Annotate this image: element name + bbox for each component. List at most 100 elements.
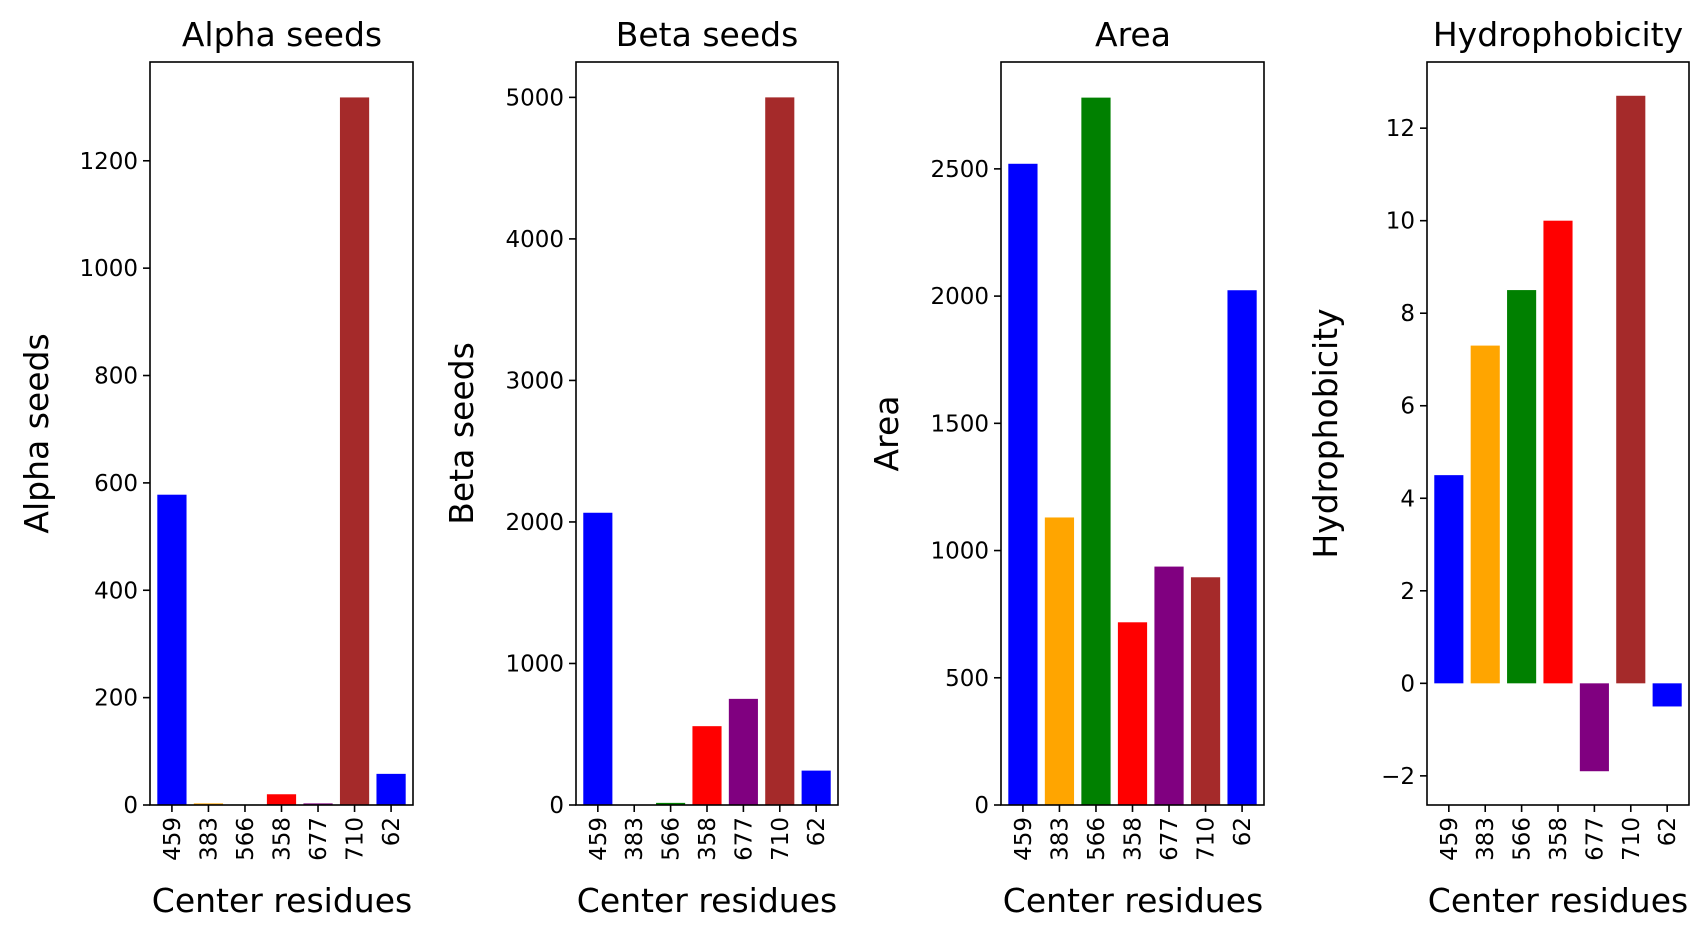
y-tick-label: 1000	[505, 651, 564, 677]
x-tick-label: 383	[1473, 817, 1499, 861]
bar-62	[801, 770, 831, 805]
x-tick-label: 459	[160, 817, 186, 861]
x-tick-label: 566	[659, 817, 685, 861]
bar-677	[303, 803, 333, 805]
panel-4: −2 0 2 4 6 8 10 12 459 383 566 358 677 710 62 Hydrophob…	[1306, 15, 1690, 920]
y-tick-label: 1000	[930, 539, 989, 565]
bar-677	[728, 698, 758, 805]
x-tick-label: 62	[1230, 817, 1256, 846]
x-tick-label: 459	[1437, 817, 1463, 861]
y-tick-label: 4	[1400, 486, 1415, 512]
bar-358	[266, 794, 297, 805]
y-tick-label: 2500	[930, 157, 989, 183]
bar-566	[1081, 97, 1111, 806]
y-axis-label: Hydrophobicity	[1306, 308, 1345, 558]
bar-459	[1434, 475, 1464, 684]
y-tick-label: 6	[1400, 394, 1415, 420]
bar-358	[1117, 622, 1148, 805]
y-tick-label: 2000	[930, 284, 989, 310]
y-tick-label: 500	[945, 666, 989, 692]
bar-383	[1470, 345, 1500, 684]
y-tick-label: 4000	[505, 227, 564, 253]
y-tick-label: 400	[94, 578, 138, 604]
y-tick-label: 200	[94, 686, 138, 712]
x-tick-label: 459	[1011, 817, 1037, 861]
panel-title: Area	[1095, 15, 1171, 54]
bar-383	[193, 803, 224, 805]
x-tick-label: 710	[768, 817, 794, 861]
x-tick-label: 566	[233, 817, 259, 861]
bar-62	[1652, 683, 1682, 707]
bar-710	[1190, 577, 1221, 805]
bar-710	[1616, 95, 1646, 684]
axes-frame	[575, 61, 839, 806]
panel-title: Hydrophobicity	[1433, 15, 1683, 54]
bar-383	[1044, 517, 1075, 805]
bar-710	[339, 97, 370, 806]
y-tick-label: 0	[974, 793, 989, 819]
y-tick-label: 600	[94, 471, 138, 497]
x-tick-label: 677	[1157, 817, 1183, 861]
y-tick-label: −2	[1381, 764, 1415, 790]
bar-62	[1227, 290, 1257, 805]
bar-710	[765, 97, 795, 805]
bar-358	[692, 726, 722, 805]
y-tick-label: 8	[1400, 301, 1415, 327]
bar-358	[1543, 220, 1573, 684]
x-tick-label: 383	[622, 817, 648, 861]
x-tick-label: 710	[343, 817, 369, 861]
y-tick-label: 2	[1400, 579, 1415, 605]
bar-459	[157, 494, 187, 805]
y-tick-label: 2000	[505, 510, 564, 536]
x-tick-label: 710	[1194, 817, 1220, 861]
y-tick-label: 1000	[79, 256, 138, 282]
x-tick-label: 358	[270, 817, 296, 861]
axes-frame	[149, 61, 414, 806]
x-axis-label: Center residues	[1003, 881, 1263, 920]
x-tick-label: 677	[1582, 817, 1608, 861]
x-tick-label: 383	[1047, 817, 1073, 861]
y-tick-label: 800	[94, 364, 138, 390]
panel-1: 0 200 400 600 800 1000 1200 459 383 566 358 677 710 6…	[17, 15, 414, 920]
bar-677	[1579, 683, 1609, 772]
y-tick-label: 0	[1400, 671, 1415, 697]
x-tick-label: 62	[804, 817, 830, 846]
x-tick-label: 358	[1121, 817, 1147, 861]
bar-459	[1008, 163, 1038, 805]
bar-62	[376, 773, 406, 805]
panel-title: Alpha seeds	[182, 15, 382, 54]
y-tick-label: 1500	[930, 411, 989, 437]
panel-3: 0 500 1000 1500 2000 2500 459 383 566 358 677 710 62…	[867, 15, 1265, 920]
y-tick-label: 10	[1386, 209, 1415, 235]
x-axis-label: Center residues	[152, 881, 412, 920]
y-tick-label: 12	[1386, 116, 1415, 142]
y-tick-label: 0	[549, 793, 564, 819]
y-tick-label: 5000	[505, 85, 564, 111]
x-tick-label: 459	[586, 817, 612, 861]
x-tick-label: 62	[1655, 817, 1681, 846]
bar-459	[583, 512, 613, 805]
bar-677	[1154, 566, 1184, 805]
y-axis-label: Alpha seeds	[17, 333, 56, 533]
y-tick-label: 3000	[505, 368, 564, 394]
x-tick-label: 677	[731, 817, 757, 861]
x-tick-label: 710	[1619, 817, 1645, 861]
y-tick-label: 0	[123, 793, 138, 819]
x-tick-label: 566	[1510, 817, 1536, 861]
x-tick-label: 566	[1084, 817, 1110, 861]
x-tick-label: 62	[379, 817, 405, 846]
x-axis-label: Center residues	[1428, 881, 1688, 920]
x-tick-label: 358	[695, 817, 721, 861]
x-tick-label: 358	[1546, 817, 1572, 861]
panel-2: 0 1000 2000 3000 4000 5000 459 383 566 358 677 710 6…	[442, 15, 839, 920]
x-axis-label: Center residues	[577, 881, 837, 920]
y-tick-label: 1200	[79, 149, 138, 175]
y-axis-label: Area	[867, 396, 906, 472]
panel-title: Beta seeds	[616, 15, 799, 54]
bar-566	[1507, 290, 1537, 684]
x-tick-label: 677	[306, 817, 332, 861]
y-axis-label: Beta seeds	[442, 342, 481, 525]
x-tick-label: 383	[196, 817, 222, 861]
bar-566	[656, 802, 686, 805]
